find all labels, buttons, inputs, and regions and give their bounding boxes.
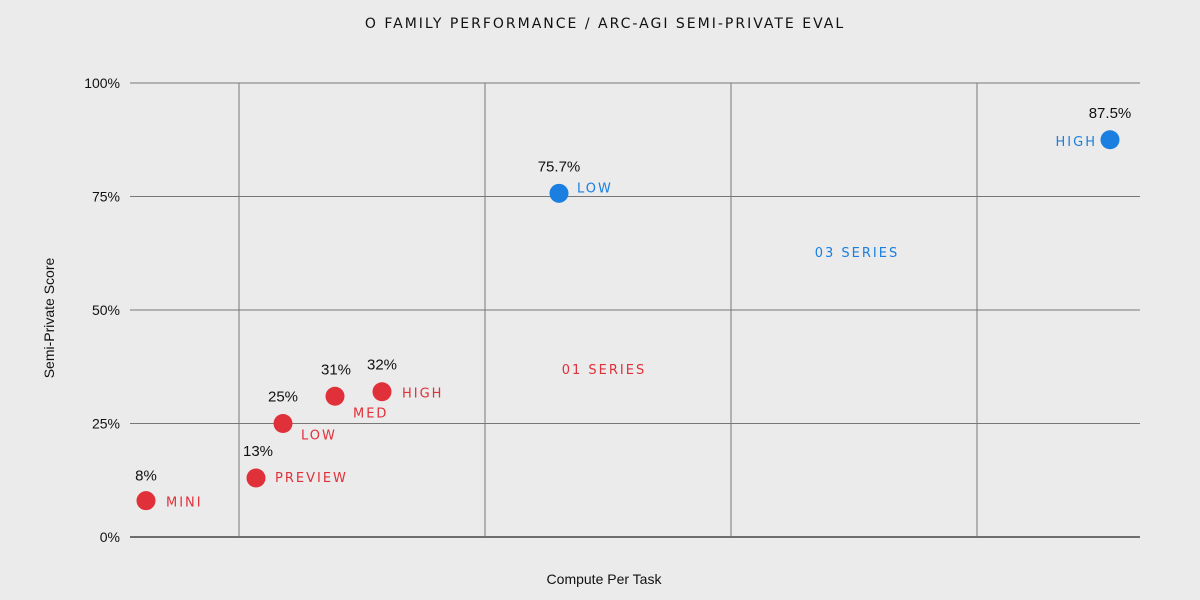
point-label: PREVIEW	[275, 471, 348, 486]
data-points: 8% MINI 13%PREVIEW 25% LOW 31% MED 32% HIGH 75.7%…	[135, 105, 1131, 511]
data-value-label: 8%	[135, 468, 157, 485]
y-tick-label: 75%	[92, 189, 120, 205]
y-tick-label: 25%	[92, 416, 120, 432]
y-tick-label: 50%	[92, 302, 120, 318]
data-point	[325, 386, 345, 406]
data-point	[136, 491, 156, 511]
data-value-label: 13%	[243, 443, 273, 460]
data-point	[246, 468, 266, 488]
data-value-label: 75.7%	[538, 158, 581, 175]
point-label: LOW	[301, 429, 337, 444]
y-axis-ticks: 0% 25% 50% 75% 100%	[84, 75, 120, 545]
data-value-label: 87.5%	[1089, 105, 1132, 122]
x-axis-label: Compute Per Task	[547, 571, 663, 587]
o1-series-region-label: 01 SERIES	[562, 363, 646, 378]
y-axis-label: Semi-Private Score	[41, 257, 57, 378]
data-value-label: 32%	[367, 357, 397, 374]
point-label: MINI	[166, 496, 203, 511]
data-value-label: 31%	[321, 361, 351, 378]
grid	[130, 82, 1140, 538]
point-label: LOW	[577, 181, 613, 196]
data-point	[1100, 130, 1120, 150]
chart-title: O FAMILY PERFORMANCE / ARC-AGI SEMI-PRIV…	[365, 16, 845, 32]
y-tick-label: 0%	[100, 529, 120, 545]
data-point	[372, 382, 392, 402]
point-label: HIGH	[1056, 135, 1097, 150]
point-label: HIGH	[402, 387, 443, 402]
o3-series-region-label: 03 SERIES	[815, 246, 899, 261]
data-point	[549, 183, 569, 203]
point-label: MED	[353, 406, 388, 421]
data-value-label: 25%	[268, 389, 298, 406]
data-point	[273, 414, 293, 433]
y-tick-label: 100%	[84, 75, 120, 91]
